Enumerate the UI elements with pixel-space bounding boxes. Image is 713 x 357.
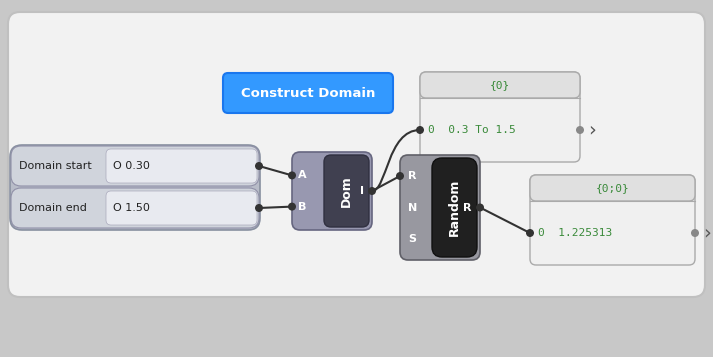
Text: A: A [298,170,307,180]
Circle shape [576,126,584,134]
FancyBboxPatch shape [223,73,393,113]
FancyBboxPatch shape [106,191,257,225]
Circle shape [691,229,699,237]
Text: 0  1.225313: 0 1.225313 [538,228,612,238]
FancyBboxPatch shape [432,158,477,257]
Circle shape [288,171,296,180]
FancyBboxPatch shape [292,152,372,230]
FancyBboxPatch shape [530,175,695,265]
FancyBboxPatch shape [10,145,260,230]
Text: Domain end: Domain end [19,203,87,213]
FancyBboxPatch shape [420,72,580,162]
Text: Dom: Dom [340,175,353,207]
Text: {0;0}: {0;0} [595,183,630,193]
Text: ›: › [703,223,711,242]
Circle shape [416,126,424,134]
Text: Random: Random [448,179,461,236]
Text: R: R [463,202,472,212]
Circle shape [396,172,404,180]
Text: I: I [360,186,364,196]
Text: S: S [408,234,416,244]
Text: O 1.50: O 1.50 [113,203,150,213]
FancyBboxPatch shape [420,72,580,98]
FancyBboxPatch shape [11,188,259,228]
FancyBboxPatch shape [530,175,695,201]
Text: Domain start: Domain start [19,161,92,171]
Text: {0}: {0} [490,80,510,90]
Text: O 0.30: O 0.30 [113,161,150,171]
FancyBboxPatch shape [400,155,480,260]
Text: ›: › [588,121,596,140]
Text: 0  0.3 To 1.5: 0 0.3 To 1.5 [428,125,515,135]
Circle shape [288,203,296,211]
Circle shape [526,229,534,237]
Text: R: R [408,171,416,181]
Text: Construct Domain: Construct Domain [241,86,375,100]
Circle shape [255,204,263,212]
Text: B: B [298,202,307,212]
FancyBboxPatch shape [11,146,259,186]
Circle shape [368,187,376,195]
Circle shape [255,162,263,170]
FancyBboxPatch shape [8,12,705,297]
Circle shape [476,203,484,211]
FancyBboxPatch shape [324,155,369,227]
Text: N: N [408,202,417,212]
FancyBboxPatch shape [106,149,257,183]
